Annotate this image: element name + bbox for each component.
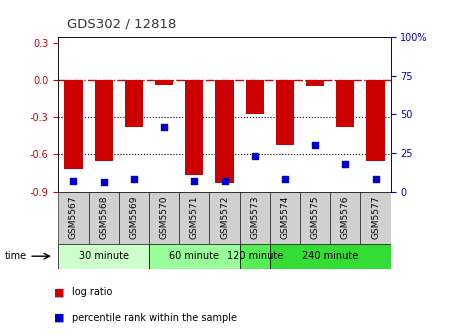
Text: 240 minute: 240 minute	[302, 251, 358, 261]
Bar	[95, 80, 113, 161]
Bar	[336, 80, 354, 127]
Point	[312, 142, 319, 148]
Bar	[149, 192, 179, 244]
Text: ■: ■	[54, 312, 64, 323]
Bar	[216, 80, 233, 183]
Text: 60 minute: 60 minute	[169, 251, 219, 261]
Bar	[149, 244, 240, 269]
Bar	[209, 192, 240, 244]
Text: GSM5568: GSM5568	[99, 196, 108, 239]
Point	[160, 124, 167, 129]
Bar	[270, 244, 391, 269]
Text: ■: ■	[54, 287, 64, 297]
Text: 30 minute: 30 minute	[79, 251, 129, 261]
Bar	[155, 80, 173, 85]
Point	[372, 176, 379, 182]
Bar	[361, 192, 391, 244]
Point	[282, 176, 289, 182]
Bar	[366, 80, 385, 161]
Text: GDS302 / 12818: GDS302 / 12818	[67, 17, 177, 30]
Point	[221, 178, 228, 183]
Text: GSM5572: GSM5572	[220, 196, 229, 239]
Text: GSM5570: GSM5570	[159, 196, 168, 239]
Point	[251, 153, 258, 159]
Bar	[276, 80, 294, 144]
Bar	[306, 80, 324, 86]
Text: GSM5573: GSM5573	[250, 196, 259, 239]
Text: GSM5574: GSM5574	[281, 196, 290, 239]
Bar	[58, 192, 88, 244]
Text: GSM5567: GSM5567	[69, 196, 78, 239]
Point	[191, 178, 198, 183]
Bar	[330, 192, 361, 244]
Bar	[179, 192, 209, 244]
Bar	[240, 244, 270, 269]
Text: log ratio: log ratio	[72, 287, 112, 297]
Text: GSM5569: GSM5569	[129, 196, 138, 239]
Point	[130, 176, 137, 182]
Point	[342, 161, 349, 166]
Bar	[185, 80, 203, 175]
Text: GSM5577: GSM5577	[371, 196, 380, 239]
Bar	[246, 80, 264, 114]
Bar	[58, 244, 149, 269]
Text: GSM5576: GSM5576	[341, 196, 350, 239]
Text: time: time	[4, 251, 26, 261]
Text: GSM5575: GSM5575	[311, 196, 320, 239]
Bar	[125, 80, 143, 127]
Point	[70, 178, 77, 183]
Bar	[270, 192, 300, 244]
Bar	[119, 192, 149, 244]
Bar	[240, 192, 270, 244]
Bar	[300, 192, 330, 244]
Text: GSM5571: GSM5571	[190, 196, 199, 239]
Text: 120 minute: 120 minute	[227, 251, 283, 261]
Text: percentile rank within the sample: percentile rank within the sample	[72, 312, 237, 323]
Bar	[88, 192, 119, 244]
Bar	[64, 80, 83, 169]
Point	[100, 179, 107, 185]
